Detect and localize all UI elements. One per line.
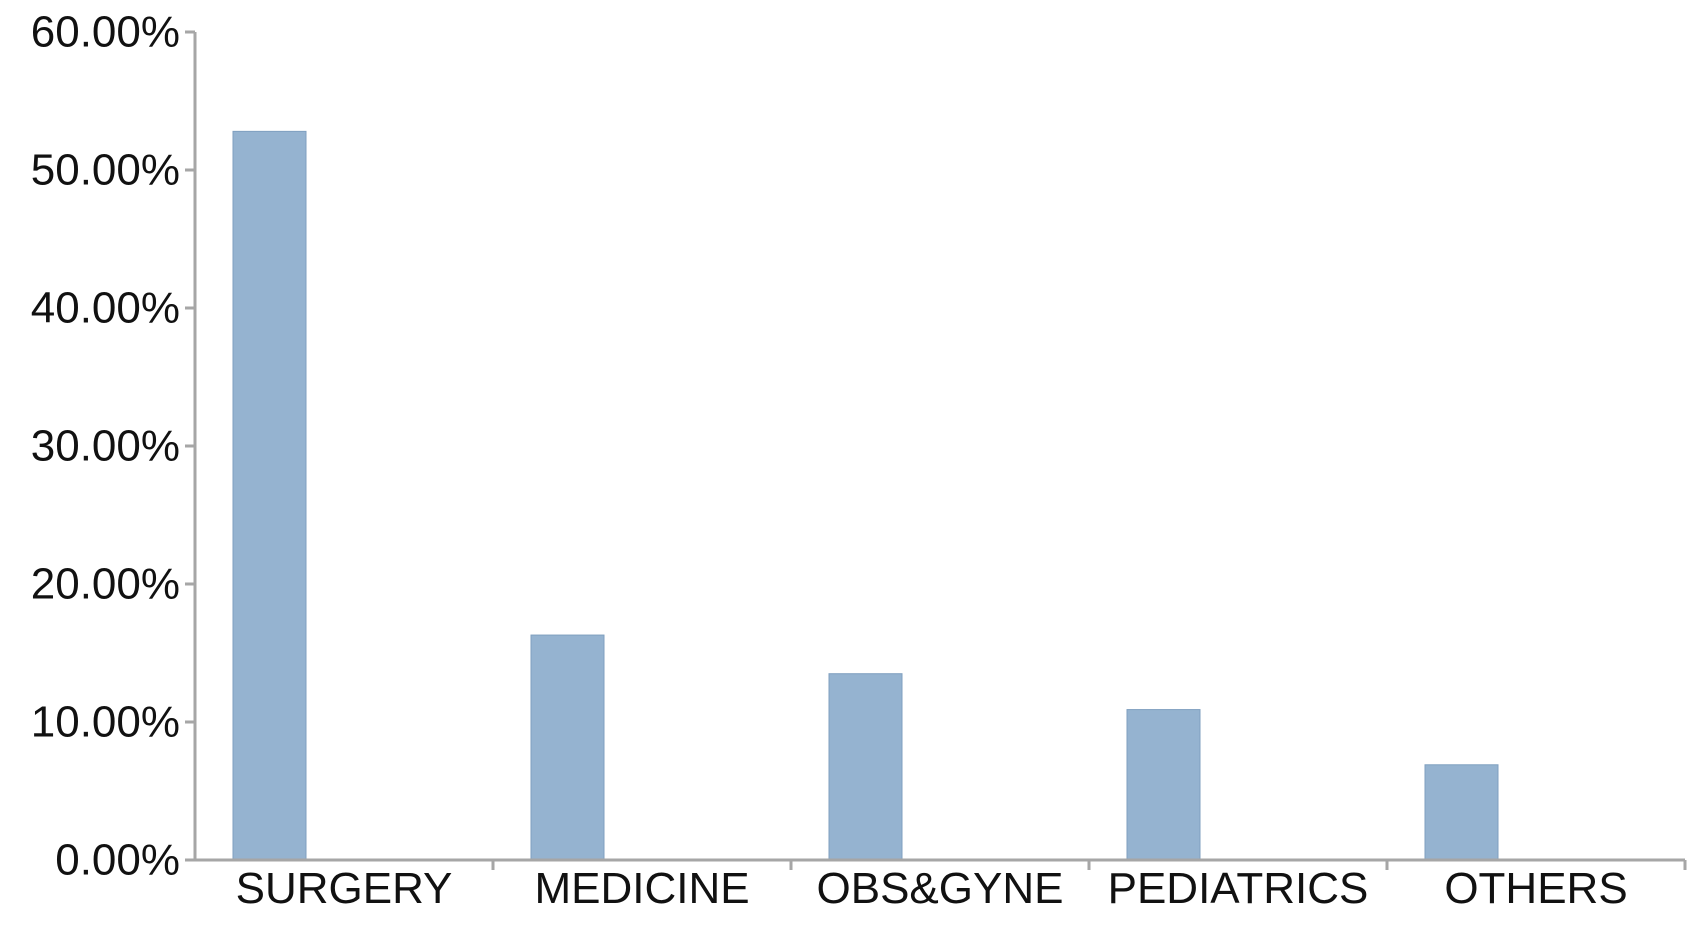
x-tick-label: OBS&GYNE	[817, 864, 1064, 913]
x-tick-label: SURGERY	[236, 864, 453, 913]
x-axis-ticks	[491, 860, 1687, 870]
x-tick-label: MEDICINE	[534, 864, 749, 913]
y-axis-ticks	[185, 30, 195, 862]
bars	[232, 130, 1499, 861]
x-tick-label: PEDIATRICS	[1108, 864, 1369, 913]
x-tick-label: OTHERS	[1444, 864, 1627, 913]
y-axis-labels: 0.00% 10.00% 20.00% 30.00% 40.00% 50.00% 60.00…	[31, 8, 180, 885]
y-tick-label: 50.00%	[31, 146, 180, 195]
bar-surgery	[232, 130, 307, 861]
bar-obs-gyne	[828, 673, 903, 861]
y-tick-label: 20.00%	[31, 560, 180, 609]
x-axis-labels: SURGERY MEDICINE OBS&GYNE PEDIATRICS OTHERS	[236, 864, 1628, 913]
y-tick-label: 60.00%	[31, 8, 180, 57]
y-tick-label: 40.00%	[31, 284, 180, 333]
y-tick-label: 10.00%	[31, 698, 180, 747]
y-tick-label: 0.00%	[55, 836, 180, 885]
y-tick-label: 30.00%	[31, 422, 180, 471]
bar-medicine	[530, 634, 605, 861]
bar-pediatrics	[1126, 709, 1201, 861]
bar-others	[1424, 764, 1499, 861]
